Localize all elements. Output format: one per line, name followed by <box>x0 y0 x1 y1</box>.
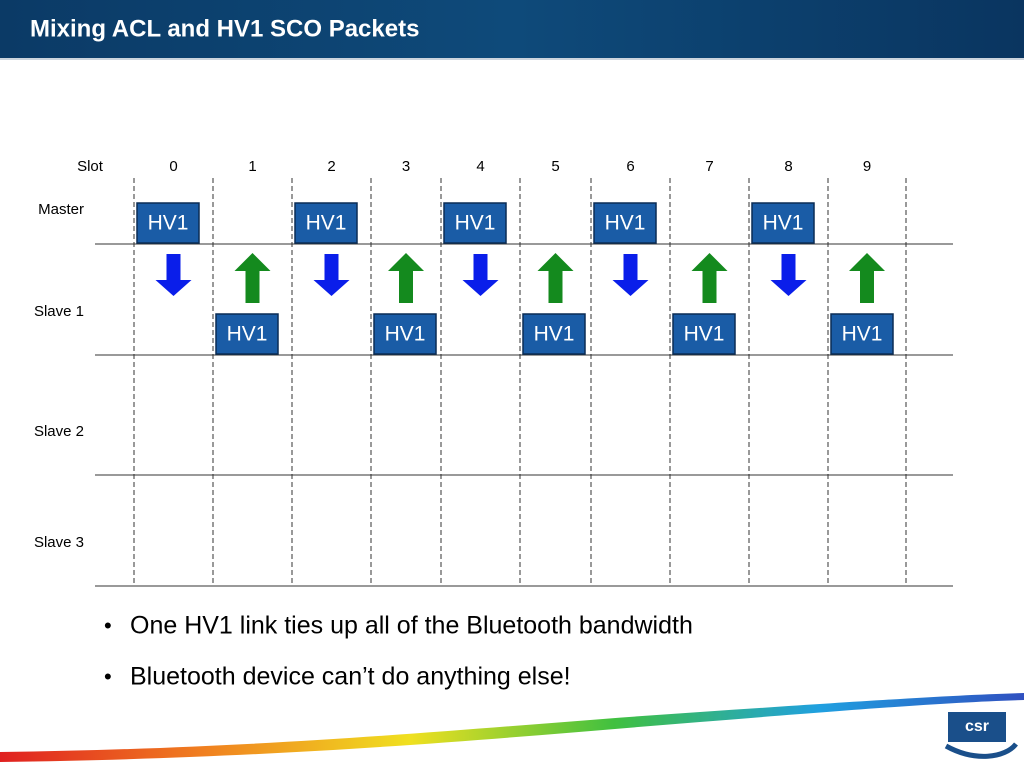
logo-text: csr <box>965 718 989 735</box>
slot-number: 6 <box>626 158 634 175</box>
arrow-down <box>313 254 350 296</box>
arrow-down <box>770 254 807 296</box>
packet <box>593 202 657 244</box>
arrow-up <box>537 253 574 303</box>
packet-label: HV1 <box>684 323 725 346</box>
packet <box>373 313 437 355</box>
arrow-up <box>691 253 728 303</box>
packet-label: HV1 <box>385 323 426 346</box>
slot-number: 4 <box>476 158 484 175</box>
slot-number: 9 <box>863 158 871 175</box>
row-label: Slave 1 <box>34 303 84 320</box>
arrow-down <box>612 254 649 296</box>
title: Mixing ACL and HV1 SCO Packets <box>30 15 419 42</box>
packet-label: HV1 <box>605 212 646 235</box>
swoosh <box>0 693 1024 762</box>
packet-label: HV1 <box>763 212 804 235</box>
slot-number: 5 <box>551 158 559 175</box>
row-label: Master <box>38 201 84 218</box>
logo-mark <box>948 712 1006 742</box>
slot-number: 8 <box>784 158 792 175</box>
packet-label: HV1 <box>455 212 496 235</box>
packet <box>215 313 279 355</box>
arrow-up <box>388 253 424 303</box>
bullet-text: Bluetooth device can’t do anything else! <box>130 663 571 691</box>
slot-number: 7 <box>705 158 713 175</box>
packet-label: HV1 <box>534 323 575 346</box>
logo-swoosh <box>944 742 1018 759</box>
row-label: Slave 3 <box>34 534 84 551</box>
timing-diagram: 0 1 2 3 4 5 6 7 8 9 Master HV1 HV1 HV1 HV1 HV1 Slave 1 HV… <box>34 158 953 587</box>
packet <box>136 202 200 244</box>
packet <box>443 202 507 244</box>
packet-label: HV1 <box>148 212 189 235</box>
packet <box>830 313 894 355</box>
packet <box>751 202 815 244</box>
bullet-dot: • <box>104 613 112 638</box>
packet-label: HV1 <box>306 212 347 235</box>
packet-label: HV1 <box>842 323 883 346</box>
slot-number: 2 <box>327 158 335 175</box>
packet <box>672 313 736 355</box>
bullet-text: One HV1 link ties up all of the Bluetoot… <box>130 612 693 640</box>
header-bar <box>0 0 1024 58</box>
arrow-up <box>849 253 885 303</box>
slot-number: 0 <box>169 158 177 175</box>
packet <box>294 202 358 244</box>
arrow-down <box>155 254 192 296</box>
slot-label: Slot <box>77 158 104 175</box>
bullets: • One HV1 link ties up all of the Bluetoo… <box>104 612 693 691</box>
arrow-up <box>234 253 271 303</box>
slot-number: 3 <box>402 158 410 175</box>
arrow-down <box>462 254 499 296</box>
packet <box>522 313 586 355</box>
bullet-dot: • <box>104 664 112 689</box>
row-label: Slave 2 <box>34 423 84 440</box>
packet-label: HV1 <box>227 323 268 346</box>
slot-number: 1 <box>248 158 256 175</box>
